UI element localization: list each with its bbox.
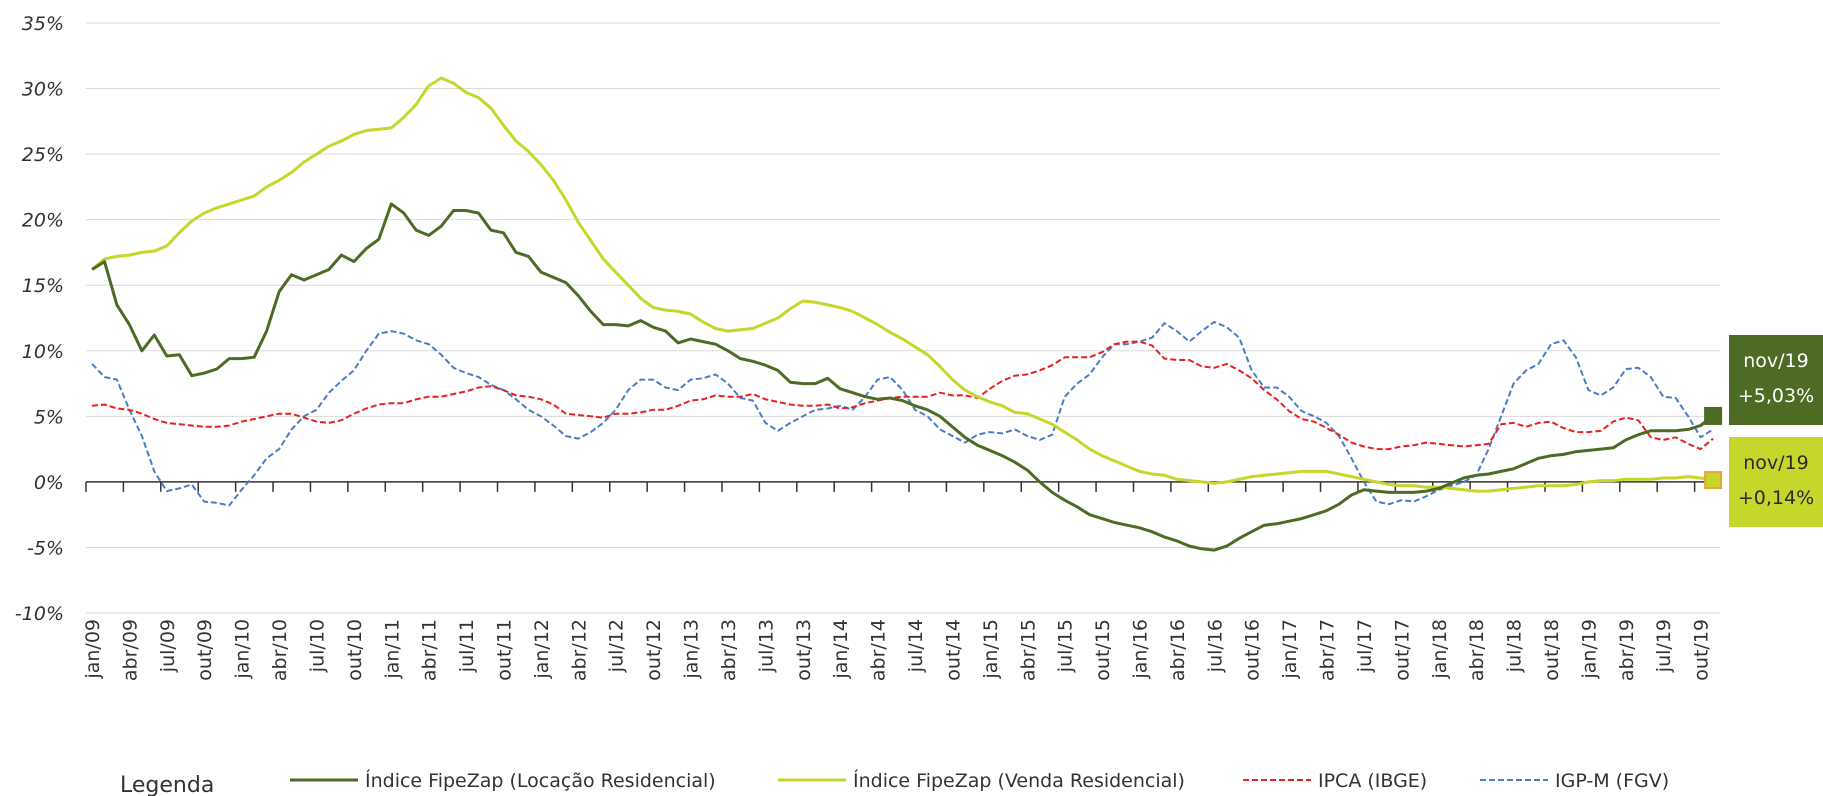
x-tick-label: abr/19 <box>1616 619 1638 681</box>
x-tick-label: out/12 <box>643 619 665 681</box>
x-tick-label: out/18 <box>1541 619 1563 681</box>
x-tick-label: jan/11 <box>381 619 403 680</box>
y-tick-label: 0% <box>34 472 64 494</box>
x-tick-label: abr/13 <box>718 619 740 681</box>
series-line <box>91 76 1714 493</box>
y-tick-label: 5% <box>34 406 64 428</box>
x-tick-label: out/17 <box>1391 619 1413 681</box>
x-tick-label: out/09 <box>194 619 216 681</box>
x-tick-label: jul/17 <box>1354 619 1376 673</box>
end-marker <box>1704 471 1723 490</box>
y-tick-label: 10% <box>22 341 64 363</box>
legend-label: Índice FipeZap (Venda Residencial) <box>853 769 1185 792</box>
x-tick-label: jan/18 <box>1429 619 1451 680</box>
series-line <box>91 340 1714 451</box>
x-tick-label: abr/18 <box>1466 619 1488 681</box>
end-marker <box>1704 406 1723 425</box>
legend-label: IGP-M (FGV) <box>1555 770 1669 792</box>
end-label-box <box>1729 437 1823 527</box>
x-tick-label: jul/14 <box>905 619 927 673</box>
y-tick-label: 30% <box>22 79 64 101</box>
x-tick-label: jan/17 <box>1279 619 1301 680</box>
x-tick-label: jul/10 <box>306 619 328 673</box>
y-tick-label: -5% <box>27 537 64 559</box>
legend-label: Índice FipeZap (Locação Residencial) <box>365 769 716 792</box>
x-tick-label: jan/13 <box>681 619 703 680</box>
y-tick-label: 35% <box>22 13 64 35</box>
y-tick-label: 25% <box>22 144 64 166</box>
x-tick-label: abr/15 <box>1017 619 1039 681</box>
x-tick-label: abr/11 <box>419 619 441 681</box>
y-tick-label: -10% <box>15 603 64 625</box>
end-label-value: +0,14% <box>1738 487 1814 509</box>
x-tick-label: out/13 <box>793 619 815 681</box>
x-tick-label: jul/19 <box>1653 619 1675 673</box>
x-tick-label: out/15 <box>1092 619 1114 681</box>
x-tick-label: jul/11 <box>456 619 478 673</box>
x-tick-label: jul/18 <box>1504 619 1526 673</box>
end-label-box <box>1729 335 1823 425</box>
x-tick-label: jan/15 <box>980 619 1002 680</box>
y-tick-label: 20% <box>22 210 64 232</box>
x-tick-label: jul/09 <box>157 619 179 673</box>
x-tick-label: out/11 <box>494 619 516 681</box>
end-label-date: nov/19 <box>1743 350 1809 372</box>
legend-label: IPCA (IBGE) <box>1318 770 1427 792</box>
x-tick-label: abr/16 <box>1167 619 1189 681</box>
x-tick-label: jul/16 <box>1204 619 1226 673</box>
x-tick-label: out/19 <box>1691 619 1713 681</box>
x-tick-label: out/16 <box>1242 619 1264 681</box>
x-tick-label: jul/15 <box>1055 619 1077 673</box>
series-line <box>91 202 1715 552</box>
x-tick-label: jan/12 <box>531 619 553 680</box>
y-tick-label: 15% <box>22 275 64 297</box>
x-tick-label: out/10 <box>344 619 366 681</box>
x-tick-label: abr/12 <box>568 619 590 681</box>
end-label-value: +5,03% <box>1738 385 1814 407</box>
x-tick-label: jan/14 <box>830 619 852 680</box>
x-tick-label: jul/12 <box>606 619 628 673</box>
x-tick-label: out/14 <box>942 619 964 681</box>
x-tick-label: abr/09 <box>119 619 141 681</box>
x-tick-label: jul/13 <box>755 619 777 673</box>
x-tick-label: abr/10 <box>269 619 291 681</box>
end-label-date: nov/19 <box>1743 452 1809 474</box>
x-tick-label: abr/17 <box>1317 619 1339 681</box>
x-tick-label: jan/19 <box>1578 619 1600 680</box>
legend-title: Legenda <box>120 773 214 796</box>
x-tick-label: jan/09 <box>82 619 104 680</box>
x-tick-label: jan/10 <box>232 619 254 680</box>
x-tick-label: abr/14 <box>868 619 890 681</box>
x-tick-label: jan/16 <box>1129 619 1151 680</box>
